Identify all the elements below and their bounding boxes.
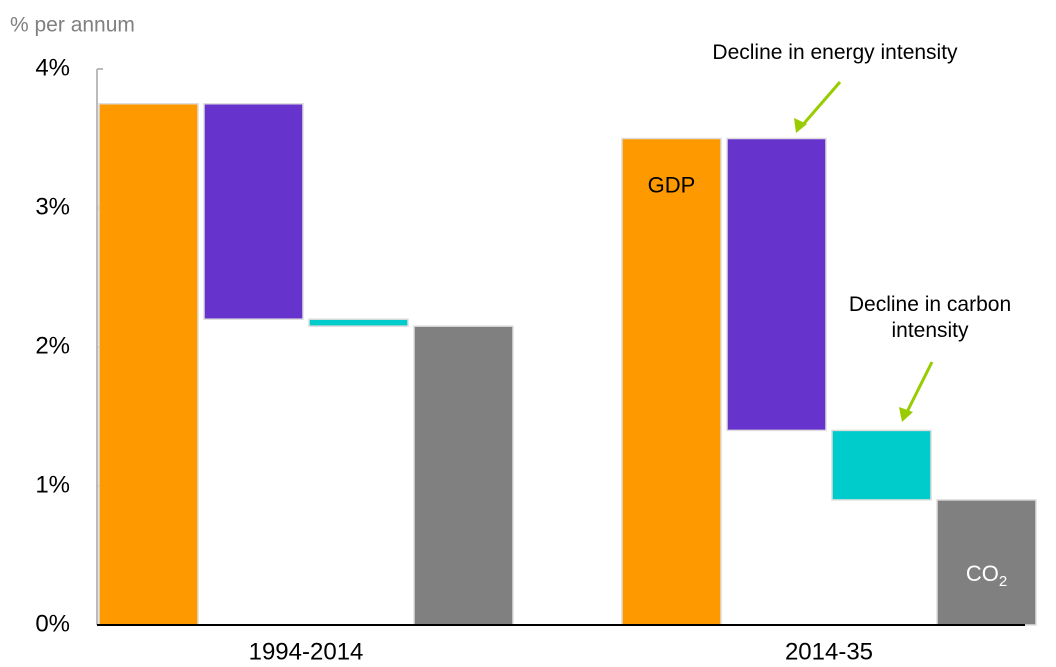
bar xyxy=(831,429,932,501)
y-tick-label: 1% xyxy=(35,471,70,498)
bar xyxy=(413,325,514,626)
bar xyxy=(203,103,304,320)
bar-label: CO2 xyxy=(966,561,1007,590)
bar-label: GDP xyxy=(648,172,696,197)
y-tick-label: 3% xyxy=(35,193,70,220)
bar xyxy=(726,137,827,432)
arrow xyxy=(798,81,842,129)
annotation: Decline in carbon intensity xyxy=(848,293,1012,342)
y-tick-label: 0% xyxy=(35,610,70,637)
bar xyxy=(98,103,199,626)
x-tick-label: 1994-2014 xyxy=(249,638,364,665)
bar xyxy=(936,499,1037,626)
annotation: Decline in energy intensity xyxy=(712,41,958,64)
arrow xyxy=(904,361,934,415)
x-tick-label: 2014-35 xyxy=(785,638,873,665)
y-axis-label: % per annum xyxy=(10,14,135,37)
y-tick-label: 4% xyxy=(35,54,70,81)
bar xyxy=(308,318,409,327)
arrow-head xyxy=(794,118,807,133)
arrow-head xyxy=(899,407,913,422)
y-tick-label: 2% xyxy=(35,332,70,359)
bar xyxy=(621,137,722,626)
